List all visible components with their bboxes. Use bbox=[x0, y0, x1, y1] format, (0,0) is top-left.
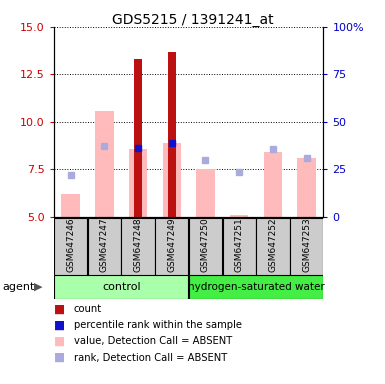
Text: count: count bbox=[74, 304, 102, 314]
Bar bbox=[88, 218, 121, 275]
Text: GSM647250: GSM647250 bbox=[201, 218, 210, 272]
Bar bbox=[189, 218, 222, 275]
Bar bbox=[290, 218, 323, 275]
Text: GSM647251: GSM647251 bbox=[235, 218, 244, 272]
Text: value, Detection Call = ABSENT: value, Detection Call = ABSENT bbox=[74, 336, 232, 346]
Text: percentile rank within the sample: percentile rank within the sample bbox=[74, 320, 242, 330]
Bar bbox=[54, 218, 87, 275]
Bar bbox=[95, 111, 114, 217]
Text: agent: agent bbox=[2, 282, 34, 292]
Bar bbox=[297, 158, 316, 217]
Text: GSM647252: GSM647252 bbox=[268, 218, 277, 272]
Bar bbox=[134, 59, 142, 217]
Text: ■: ■ bbox=[54, 335, 65, 348]
Bar bbox=[54, 275, 189, 299]
Bar bbox=[62, 194, 80, 217]
Text: GSM647247: GSM647247 bbox=[100, 218, 109, 272]
Bar bbox=[264, 152, 282, 217]
Bar bbox=[223, 218, 256, 275]
Text: GSM647253: GSM647253 bbox=[302, 218, 311, 272]
Text: control: control bbox=[102, 281, 141, 292]
Text: GSM647246: GSM647246 bbox=[66, 218, 75, 272]
Text: GDS5215 / 1391241_at: GDS5215 / 1391241_at bbox=[112, 13, 273, 27]
Bar bbox=[121, 218, 155, 275]
Text: ■: ■ bbox=[54, 303, 65, 316]
Bar bbox=[189, 275, 323, 299]
Bar bbox=[168, 51, 176, 217]
Bar bbox=[230, 215, 248, 217]
Text: rank, Detection Call = ABSENT: rank, Detection Call = ABSENT bbox=[74, 353, 227, 362]
Text: ■: ■ bbox=[54, 319, 65, 332]
Bar bbox=[162, 143, 181, 217]
Bar bbox=[155, 218, 189, 275]
Bar bbox=[256, 218, 290, 275]
Bar bbox=[129, 149, 147, 217]
Text: GSM647249: GSM647249 bbox=[167, 218, 176, 272]
Bar bbox=[196, 169, 215, 217]
Text: GSM647248: GSM647248 bbox=[134, 218, 142, 272]
Text: ■: ■ bbox=[54, 351, 65, 364]
Text: hydrogen-saturated water: hydrogen-saturated water bbox=[187, 281, 325, 292]
Text: ▶: ▶ bbox=[33, 282, 42, 292]
